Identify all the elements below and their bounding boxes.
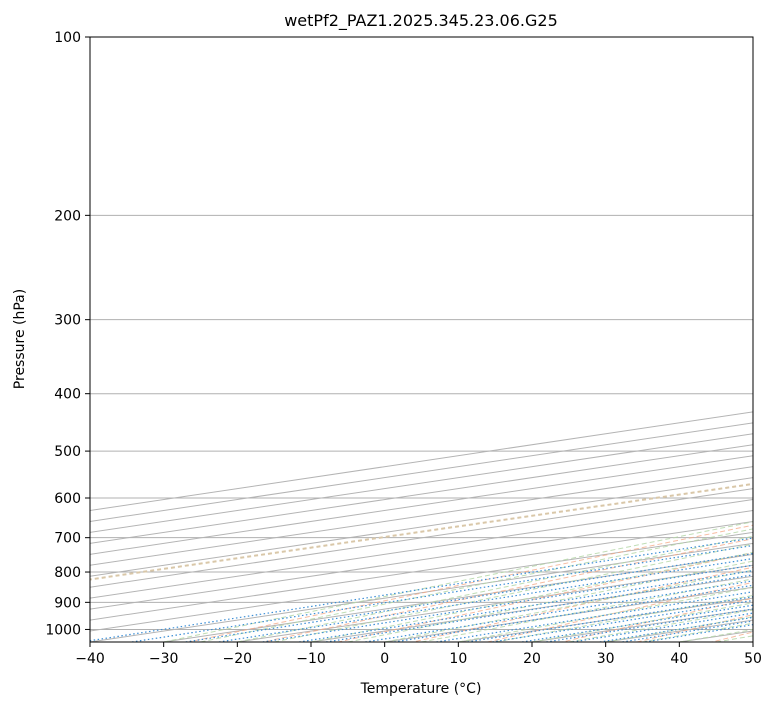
y-tick-label: 800	[54, 565, 81, 581]
moist-adiabat-line	[163, 521, 753, 642]
moist-adiabat-line	[237, 535, 753, 642]
y-tick-label: 200	[54, 208, 81, 224]
isotherm-line	[90, 509, 753, 610]
plot-area: -100-90-80-70-60-50-40-30-20-100.10.20.4…	[90, 37, 753, 642]
mixing-ratio-line	[218, 557, 753, 642]
mixing-ratio-line	[492, 599, 753, 642]
isotherm-line	[90, 477, 753, 577]
x-tick-label: 30	[597, 651, 615, 667]
moist-adiabat-line	[421, 578, 753, 642]
y-tick-label: 500	[54, 444, 81, 460]
mixing-ratio-lines	[90, 537, 753, 642]
x-axis-label: Temperature (°C)	[360, 681, 482, 697]
x-tick-label: −10	[296, 651, 326, 667]
x-tick-label: −30	[149, 651, 179, 667]
plot-frame	[89, 36, 754, 643]
y-tick-label: 100	[54, 30, 81, 46]
moist-adiabat-line	[274, 543, 753, 642]
isotherm-line	[90, 531, 753, 632]
isotherm-line	[90, 499, 753, 599]
x-axis-ticks: −40 −30 −20 −10 0 10 20 30 40 50	[75, 642, 762, 667]
mixing-ratio-line	[185, 552, 753, 642]
mixing-ratio-line	[522, 604, 753, 642]
mixing-ratio-line	[131, 544, 753, 642]
mixing-ratio-line	[599, 616, 753, 642]
y-tick-label: 600	[54, 491, 81, 507]
moist-adiabats	[90, 482, 753, 642]
x-tick-label: 50	[744, 651, 762, 667]
x-tick-label: 20	[523, 651, 541, 667]
y-tick-label: 1000	[45, 622, 81, 638]
moist-adiabat-line	[495, 594, 753, 642]
y-tick-label: 400	[54, 387, 81, 403]
x-tick-label: −40	[75, 651, 105, 667]
dry-adiabat-line	[562, 597, 753, 642]
isotherm-line	[90, 455, 753, 555]
y-axis-label: Pressure (hPa)	[12, 289, 28, 389]
moist-adiabat-line	[200, 528, 753, 642]
y-tick-label: 700	[54, 531, 81, 547]
isotherm-line	[90, 466, 753, 566]
mixing-ratio-line	[572, 612, 753, 642]
moist-adiabat-line	[347, 560, 753, 642]
x-tick-label: −20	[223, 651, 253, 667]
mixing-ratio-line	[546, 608, 753, 642]
x-tick-label: 40	[670, 651, 688, 667]
x-tick-label: 10	[449, 651, 467, 667]
y-tick-label: 900	[54, 595, 81, 611]
dry-adiabats	[188, 524, 753, 642]
isotherm-line	[90, 444, 753, 544]
x-tick-label: 0	[380, 651, 389, 667]
y-tick-label: 300	[54, 313, 81, 329]
isotherm-line	[90, 488, 753, 588]
isotherm-gridlines	[90, 411, 753, 642]
chart-title: wetPf2_PAZ1.2025.345.23.06.G25	[284, 11, 558, 31]
isotherm-line	[90, 520, 753, 621]
y-axis-ticks: 100 200 300 400 500 600 700 800 900 1000	[45, 30, 90, 638]
mixing-ratio-line	[90, 537, 753, 642]
